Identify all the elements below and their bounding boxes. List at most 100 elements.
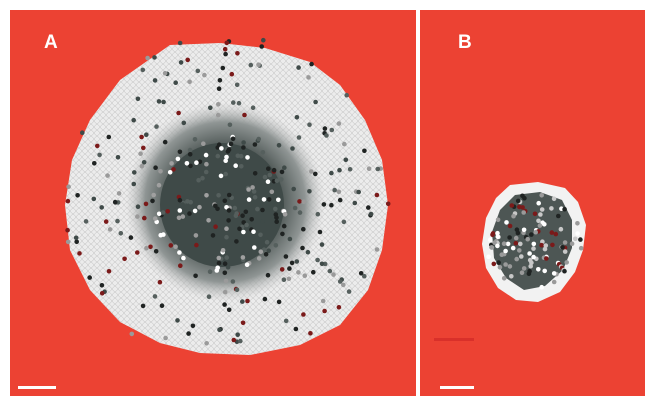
cell-dot [498,265,503,270]
cell-dot [113,200,118,205]
cell-dot [193,209,198,214]
panel-b-scale-bar [440,386,474,389]
cell-dot [144,132,149,137]
cell-dot [240,299,245,304]
cell-dot [141,68,146,73]
cell-dot [529,232,534,237]
cell-dot [208,106,213,111]
cell-dot [223,47,228,52]
cell-dot [309,169,314,174]
cell-dot [375,247,380,252]
cell-dot [490,245,495,250]
cell-dot [163,140,168,145]
cell-dot [328,269,333,274]
cell-dot [244,210,249,215]
cell-dot [544,256,549,261]
cell-dot [521,210,526,215]
cell-dot [507,235,512,240]
cell-dot [247,197,252,202]
cell-dot [532,242,537,247]
cell-dot [227,193,232,198]
cell-dot [550,243,555,248]
cell-dot [277,300,282,305]
cell-dot [337,190,342,195]
cell-dot [356,190,361,195]
cell-dot [136,97,141,102]
cell-dot [242,198,247,203]
cell-dot [538,212,543,217]
cell-dot [264,252,269,257]
cell-dot [231,100,236,105]
cell-dot [100,283,105,288]
cell-dot [240,213,245,218]
cell-dot [132,170,137,175]
cell-dot [216,193,221,198]
cell-dot [168,170,173,175]
cell-dot [301,227,306,232]
cell-dot [153,216,158,221]
cell-dot [552,271,557,276]
cell-dot [578,237,583,242]
cell-dot [246,187,251,192]
cell-dot [362,149,367,154]
cell-dot [226,149,231,154]
cell-dot [241,255,246,260]
cell-dot [367,166,372,171]
cell-dot [217,328,222,333]
cell-dot [511,214,516,219]
cell-dot [216,102,221,107]
cell-dot [204,193,209,198]
cell-dot [575,221,580,226]
cell-dot [161,210,166,215]
cell-dot [138,151,143,156]
cell-dot [267,197,272,202]
cell-dot [178,198,183,203]
cell-dot [173,80,178,85]
cell-dot [308,331,313,336]
cell-dot [80,130,85,135]
cell-dot [245,262,250,267]
cell-dot [301,199,306,204]
cell-dot [226,265,231,270]
cell-dot [194,160,199,165]
cell-dot [223,271,228,276]
cell-dot [234,239,239,244]
cell-dot [323,126,328,131]
cell-dot [253,142,258,147]
cell-dot [337,121,342,126]
cell-dot [188,148,193,153]
cell-dot [97,153,102,158]
cell-dot [176,111,181,116]
cell-dot [562,207,567,212]
cell-dot [252,189,257,194]
cell-dot [222,302,227,307]
cell-dot [259,44,264,49]
cell-dot [309,62,314,67]
cell-dot [235,332,240,337]
cell-dot [153,78,158,83]
cell-dot [116,155,121,160]
cell-dot [115,219,120,224]
cell-dot [579,246,584,251]
cell-dot [158,280,163,285]
cell-dot [280,232,285,237]
cell-dot [488,238,493,243]
cell-dot [274,219,279,224]
cell-dot [490,233,495,238]
cell-dot [117,191,122,196]
cell-dot [324,133,329,138]
cell-dot [227,208,232,213]
cell-dot [315,258,320,263]
cell-dot [539,193,544,198]
cell-dot [188,200,193,205]
cell-dot [141,146,146,151]
cell-dot [511,246,516,251]
cell-dot [105,173,110,178]
cell-dot [209,222,214,227]
cell-dot [163,71,168,76]
cell-dot [221,66,226,71]
cell-dot [224,235,229,240]
cell-dot [181,214,186,219]
cell-dot [518,242,523,247]
cell-dot [181,256,186,261]
